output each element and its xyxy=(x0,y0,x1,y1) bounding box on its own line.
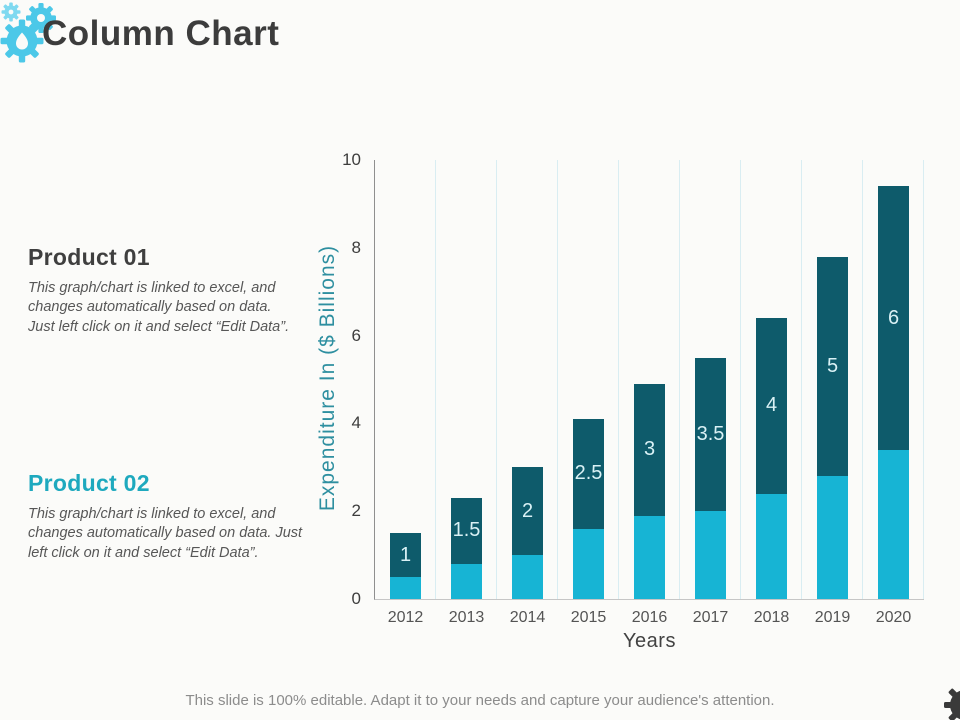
gears-icon xyxy=(0,2,56,63)
bar-segment-product-02 xyxy=(390,577,421,599)
y-tick-label: 2 xyxy=(351,501,361,521)
bar-value-label: 1.5 xyxy=(452,519,481,542)
bar-value-label: 6 xyxy=(887,306,900,329)
bar-2019: 5 xyxy=(817,256,848,599)
x-tick-label: 2017 xyxy=(692,609,729,626)
product-01-block: Product 01 This graph/chart is linked to… xyxy=(28,244,290,337)
x-axis-title: Years xyxy=(623,630,676,652)
bar-segment-product-02 xyxy=(878,449,909,599)
y-tick-label: 6 xyxy=(351,325,361,345)
bar-segment-product-01: 2 xyxy=(512,467,543,556)
x-tick-label: 2012 xyxy=(387,609,424,626)
x-tick-label: 2015 xyxy=(570,609,607,626)
gear-icon xyxy=(944,688,960,720)
bar-value-label: 2.5 xyxy=(574,462,603,485)
gridline xyxy=(618,160,619,599)
bar-segment-product-01: 4 xyxy=(756,318,787,494)
bar-segment-product-01: 1 xyxy=(390,533,421,578)
bar-segment-product-02 xyxy=(512,555,543,599)
bar-value-label: 3 xyxy=(643,438,656,461)
bar-segment-product-02 xyxy=(817,476,848,599)
product-02-description: This graph/chart is linked to excel, and… xyxy=(28,506,303,561)
bar-segment-product-02 xyxy=(756,493,787,599)
y-axis-title: Expenditure In ($ Billions) xyxy=(316,244,339,512)
bar-2017: 3.5 xyxy=(695,357,726,599)
bar-value-label: 4 xyxy=(765,394,778,417)
bar-segment-product-02 xyxy=(695,511,726,599)
gridline xyxy=(557,160,558,599)
bar-value-label: 3.5 xyxy=(696,422,725,445)
x-tick-label: 2016 xyxy=(631,609,668,626)
gridline xyxy=(862,160,863,599)
bar-value-label: 2 xyxy=(521,499,534,522)
gridline xyxy=(923,160,924,599)
bar-2014: 2 xyxy=(512,467,543,599)
x-tick-label: 2014 xyxy=(509,609,546,626)
bar-segment-product-02 xyxy=(451,563,482,599)
x-tick-label: 2020 xyxy=(875,609,912,626)
gridline xyxy=(496,160,497,599)
bar-2013: 1.5 xyxy=(451,498,482,599)
product-02-heading: Product 02 xyxy=(28,470,150,496)
product-01-heading: Product 01 xyxy=(28,244,150,270)
bar-value-label: 1 xyxy=(399,543,412,566)
x-tick-label: 2018 xyxy=(753,609,790,626)
bar-segment-product-02 xyxy=(573,528,604,599)
bar-segment-product-01: 2.5 xyxy=(573,419,604,529)
gridline xyxy=(679,160,680,599)
bar-2015: 2.5 xyxy=(573,419,604,599)
gridline xyxy=(435,160,436,599)
product-01-description: This graph/chart is linked to excel, and… xyxy=(28,280,290,335)
bar-segment-product-01: 1.5 xyxy=(451,498,482,564)
x-tick-label: 2013 xyxy=(448,609,485,626)
bar-segment-product-01: 3 xyxy=(634,383,665,516)
chart-plot[interactable]: Expenditure In ($ Billions) Years 1 2012 1… xyxy=(316,150,924,652)
bar-segment-product-01: 5 xyxy=(817,256,848,477)
bar-segment-product-01: 6 xyxy=(878,186,909,450)
bar-2020: 6 xyxy=(878,186,909,599)
product-02-block: Product 02 This graph/chart is linked to… xyxy=(28,470,316,563)
y-tick-label: 4 xyxy=(351,413,361,433)
y-tick-label: 0 xyxy=(351,589,361,608)
bar-2012: 1 xyxy=(390,533,421,599)
bar-segment-product-01: 3.5 xyxy=(695,357,726,512)
bar-value-label: 5 xyxy=(826,354,839,377)
footer-note: This slide is 100% editable. Adapt it to… xyxy=(185,692,775,709)
gridline xyxy=(801,160,802,599)
bar-segment-product-02 xyxy=(634,515,665,599)
bar-2016: 3 xyxy=(634,383,665,599)
page-title: Column Chart xyxy=(42,14,280,53)
x-tick-label: 2019 xyxy=(814,609,851,626)
y-tick-label: 8 xyxy=(351,237,361,257)
gridline xyxy=(740,160,741,599)
y-tick-label: 10 xyxy=(342,150,361,169)
bar-2018: 4 xyxy=(756,318,787,599)
